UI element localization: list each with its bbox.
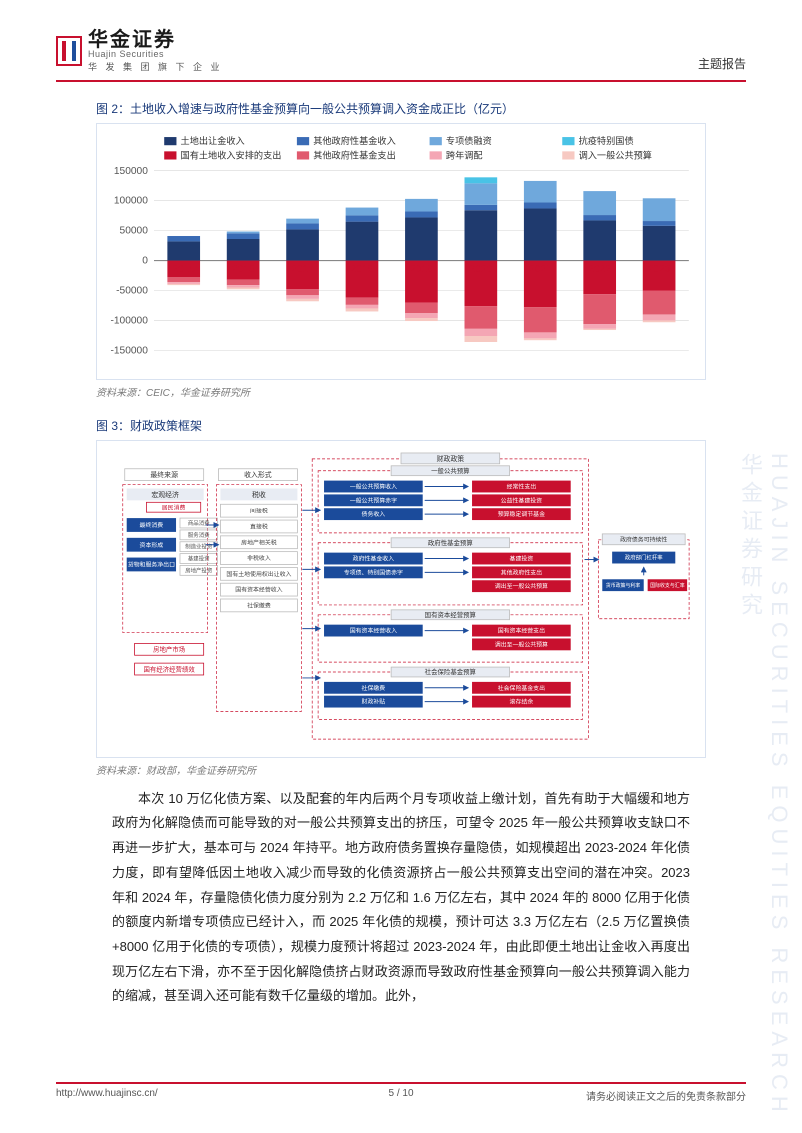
svg-text:-150000: -150000 (110, 345, 148, 356)
svg-text:社保缴费: 社保缴费 (362, 684, 386, 692)
svg-text:2021: 2021 (529, 264, 552, 275)
svg-text:其他政府性基金支出: 其他政府性基金支出 (313, 149, 396, 160)
brand-cn: 华金证券 (88, 30, 223, 50)
svg-text:政府债务可持续性: 政府债务可持续性 (620, 535, 667, 543)
svg-text:专项债、特别国债赤字: 专项债、特别国债赤字 (344, 568, 403, 576)
svg-text:居民消费: 居民消费 (162, 503, 186, 511)
svg-text:50000: 50000 (120, 226, 149, 237)
watermark: HUAJIN SECURITIES EQUITIES RESEARCH 华金证券… (734, 453, 792, 1133)
svg-text:房地产市场: 房地产市场 (153, 644, 186, 653)
svg-text:社会保险基金预算: 社会保险基金预算 (425, 667, 477, 676)
svg-text:其他政府性支出: 其他政府性支出 (501, 568, 542, 576)
figure-3-diagram: 最终来源 收入形式宏观经济居民消费最终消费资本形成货物和服务净出口 商品消费服务消费… (105, 451, 697, 747)
svg-text:调入一般公共预算: 调入一般公共预算 (579, 149, 652, 160)
svg-text:货币政策与利率: 货币政策与利率 (606, 582, 641, 589)
figure-2-frame: 土地出让金收入 其他政府性基金收入 专项债融资 抗疫特别国债国有土地收入安排的支出 其他… (96, 123, 706, 380)
svg-text:社会保险基金支出: 社会保险基金支出 (498, 684, 545, 692)
svg-text:国际收支与汇率: 国际收支与汇率 (650, 582, 685, 589)
figure-2-chart: 土地出让金收入 其他政府性基金收入 专项债融资 抗疫特别国债国有土地收入安排的支出 其他… (105, 134, 697, 369)
svg-text:房地产相关税: 房地产相关税 (241, 538, 277, 546)
page-header: 华金证券 Huajin Securities 华 发 集 团 旗 下 企 业 主… (56, 30, 746, 72)
svg-text:政府部门杠杆率: 政府部门杠杆率 (625, 553, 663, 561)
logo-icon (56, 36, 82, 66)
svg-text:财政补贴: 财政补贴 (362, 697, 386, 705)
svg-text:国有土地使用权出让收入: 国有土地使用权出让收入 (226, 570, 291, 578)
svg-text:服务消费: 服务消费 (188, 531, 210, 539)
svg-text:一般公共预算: 一般公共预算 (431, 466, 470, 475)
svg-text:直接税: 直接税 (250, 522, 268, 530)
svg-text:2023: 2023 (648, 264, 671, 275)
svg-text:专项债融资: 专项债融资 (446, 135, 492, 146)
svg-text:非税收入: 非税收入 (247, 554, 271, 562)
figure-3-frame: 最终来源 收入形式宏观经济居民消费最终消费资本形成货物和服务净出口 商品消费服务消费… (96, 440, 706, 758)
svg-text:资本形成: 资本形成 (140, 541, 164, 549)
figure-2-title: 图 2：土地收入增速与政府性基金预算向一般公共预算调入资金成正比（亿元） (96, 100, 706, 117)
svg-text:社保缴费: 社保缴费 (247, 601, 271, 609)
svg-text:-50000: -50000 (116, 286, 148, 297)
svg-text:制造业投资: 制造业投资 (185, 542, 213, 550)
svg-text:政府性基金预算: 政府性基金预算 (428, 538, 473, 547)
footer-page: 5 / 10 (388, 1088, 413, 1099)
figure-2-source: 资料来源：CEIC，华金证券研究所 (96, 384, 706, 399)
svg-text:国有资本经营预算: 国有资本经营预算 (425, 610, 477, 619)
svg-text:土地出让金收入: 土地出让金收入 (181, 135, 245, 146)
svg-text:其他政府性基金收入: 其他政府性基金收入 (313, 135, 396, 146)
svg-text:跨年调配: 跨年调配 (446, 149, 483, 160)
svg-text:债务收入: 债务收入 (362, 510, 386, 518)
figure-3-source: 资料来源：财政部，华金证券研究所 (96, 762, 706, 777)
svg-text:国有经济经营绩效: 国有经济经营绩效 (144, 664, 196, 673)
brand-en: Huajin Securities (88, 50, 223, 59)
svg-text:100000: 100000 (114, 196, 148, 207)
svg-text:一般公共预算赤字: 一般公共预算赤字 (350, 496, 397, 504)
svg-text:货物和服务净出口: 货物和服务净出口 (128, 560, 175, 568)
svg-text:收入形式: 收入形式 (244, 470, 272, 479)
svg-text:最终消费: 最终消费 (140, 521, 164, 529)
svg-text:2019: 2019 (410, 264, 433, 275)
svg-text:抗疫特别国债: 抗疫特别国债 (579, 135, 634, 146)
svg-text:政府性基金收入: 政府性基金收入 (353, 554, 394, 562)
header-rule (56, 80, 746, 82)
svg-text:2022: 2022 (588, 264, 611, 275)
figure-3: 图 3：财政政策框架 最终来源 收入形式宏观经济居民消费最终消费资本形成货物和服务… (96, 417, 706, 777)
svg-text:2015: 2015 (172, 264, 195, 275)
svg-text:基建投资: 基建投资 (510, 554, 534, 562)
svg-text:滚存结余: 滚存结余 (510, 697, 534, 705)
svg-text:-100000: -100000 (110, 316, 148, 327)
svg-text:国有资本经营收入: 国有资本经营收入 (350, 626, 397, 634)
figure-3-title: 图 3：财政政策框架 (96, 417, 706, 434)
svg-text:最终来源: 最终来源 (150, 470, 178, 479)
svg-text:经常性支出: 经常性支出 (507, 482, 537, 490)
svg-text:间接税: 间接税 (250, 507, 268, 515)
svg-text:国有资本经营支出: 国有资本经营支出 (498, 626, 545, 634)
page-footer: http://www.huajinsc.cn/ 5 / 10 请务必阅读正文之后… (56, 1082, 746, 1103)
logo-block: 华金证券 Huajin Securities 华 发 集 团 旗 下 企 业 (56, 30, 223, 72)
svg-text:房地产投资: 房地产投资 (185, 566, 213, 574)
footer-url: http://www.huajinsc.cn/ (56, 1088, 158, 1103)
svg-text:调出至一般公共预算: 调出至一般公共预算 (495, 640, 548, 648)
footer-disclaimer: 请务必阅读正文之后的免责条款部分 (586, 1088, 746, 1103)
svg-text:基建投资: 基建投资 (188, 554, 210, 562)
doc-type: 主题报告 (698, 55, 746, 72)
svg-text:2018: 2018 (351, 264, 374, 275)
svg-text:调出至一般公共预算: 调出至一般公共预算 (495, 582, 548, 590)
svg-text:税收: 税收 (252, 490, 266, 499)
svg-text:宏观经济: 宏观经济 (151, 490, 179, 499)
svg-text:公益性基建投资: 公益性基建投资 (501, 496, 542, 504)
svg-text:国有土地收入安排的支出: 国有土地收入安排的支出 (181, 149, 282, 160)
svg-text:0: 0 (142, 256, 148, 267)
brand-sub: 华 发 集 团 旗 下 企 业 (88, 63, 223, 72)
svg-text:财政政策: 财政政策 (437, 454, 465, 463)
body-paragraph-1: 本次 10 万亿化债方案、以及配套的年内后两个月专项收益上缴计划，首先有助于大幅… (112, 787, 690, 1009)
figure-2: 图 2：土地收入增速与政府性基金预算向一般公共预算调入资金成正比（亿元） 土地出… (96, 100, 706, 399)
svg-text:预算稳定调节基金: 预算稳定调节基金 (498, 510, 545, 518)
svg-text:国有资本经营收入: 国有资本经营收入 (235, 585, 282, 593)
svg-text:2020: 2020 (470, 264, 493, 275)
svg-text:2017: 2017 (291, 264, 314, 275)
svg-text:一般公共预算收入: 一般公共预算收入 (350, 482, 397, 490)
svg-text:2016: 2016 (232, 264, 255, 275)
svg-text:商品消费: 商品消费 (188, 519, 210, 527)
svg-text:150000: 150000 (114, 166, 148, 177)
